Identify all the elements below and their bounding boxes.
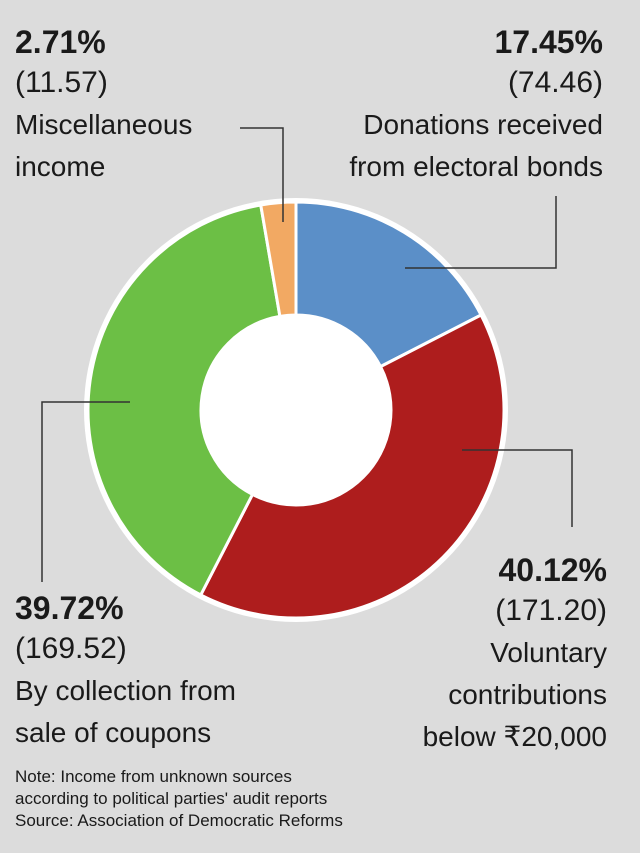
note-line: Source: Association of Democratic Reform… (15, 811, 343, 830)
percent-label: 40.12% (498, 552, 607, 588)
donut-slice (198, 312, 506, 620)
leader-line (462, 449, 573, 527)
slice-label: 39.72% (169.52) By collection from sale of… (15, 588, 236, 754)
donut-slice (259, 200, 298, 319)
slice-label: 2.71% (11.57) Miscellaneous income (15, 22, 192, 188)
leader-line (41, 401, 130, 582)
percent-label: 17.45% (494, 24, 603, 60)
leader-line (405, 196, 557, 269)
note-line: according to political parties' audit re… (15, 789, 328, 808)
note-line: Note: Income from unknown sources (15, 767, 292, 786)
percent-label: 39.72% (15, 590, 124, 626)
donut-slice (294, 200, 484, 369)
amount-label: (74.46) (507, 66, 603, 99)
category-label: Donations received from electoral bonds (349, 109, 603, 182)
slice-label: 17.45% (74.46) Donations received from ele… (349, 22, 603, 188)
amount-label: (11.57) (15, 66, 108, 99)
slice-label: 40.12% (171.20) Voluntary contributions be… (423, 550, 607, 758)
percent-label: 2.71% (15, 24, 106, 60)
amount-label: (169.52) (15, 632, 127, 665)
donut-slice (86, 203, 282, 597)
amount-label: (171.20) (495, 594, 607, 627)
category-label: Voluntary contributions below ₹20,000 (422, 637, 607, 752)
category-label: By collection from sale of coupons (15, 675, 236, 748)
leader-line (240, 127, 284, 222)
category-label: Miscellaneous income (15, 109, 193, 182)
notes: Note: Income from unknown sources accordi… (15, 766, 343, 832)
